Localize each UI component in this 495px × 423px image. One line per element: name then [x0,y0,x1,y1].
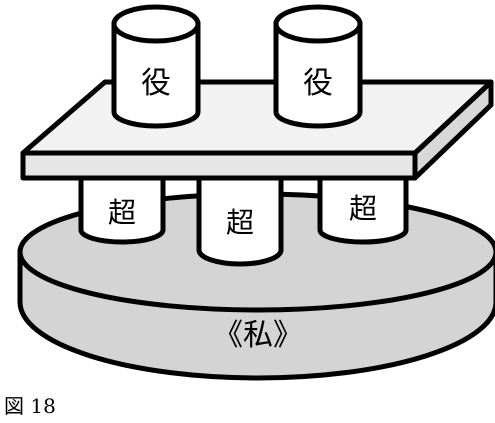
figure-caption: 図 18 [4,394,56,418]
cup-label-right: 役 [303,66,333,101]
cup-label-left: 役 [141,66,171,101]
board-top [20,79,494,156]
base-label: 《私》 [213,318,303,353]
pillar-middle: 超 [196,175,284,267]
pillar-left: 超 [78,175,166,245]
pillar-label-left: 超 [108,196,136,229]
pillar-right: 超 [317,175,409,245]
cup-left: 役 [111,4,201,129]
board [20,79,494,181]
pillar-label-middle: 超 [226,206,254,239]
cup-right: 役 [273,4,363,129]
pillar-label-right: 超 [349,192,377,225]
board-front-edge [20,150,418,181]
